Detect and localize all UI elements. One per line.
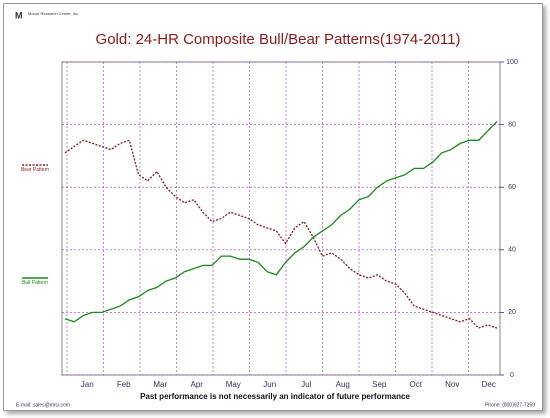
x-tick-label: Jul: [301, 380, 311, 389]
y-tick-label: 0: [510, 372, 514, 379]
x-tick-label: Sep: [372, 380, 387, 389]
series-line: [64, 139, 498, 329]
x-tick-label: Aug: [336, 380, 350, 389]
logo: Moore Research Center, Inc.: [28, 11, 79, 16]
x-tick-label: Jun: [263, 380, 276, 389]
frame: [3, 3, 543, 411]
x-tick-label: Feb: [117, 380, 131, 389]
phone: Phone: (800)927-7259: [485, 402, 535, 408]
legend-label: Bull Pattern: [22, 280, 48, 286]
x-tick-label: Dec: [482, 380, 496, 389]
plot-frame: [61, 61, 501, 376]
x-tick-label: Oct: [410, 380, 423, 389]
y-tick-label: 40: [508, 247, 516, 254]
logo-mark: M: [15, 10, 23, 20]
chart-title: Gold: 24-HR Composite Bull/Bear Patterns…: [96, 31, 461, 48]
y-tick-label: 80: [508, 121, 516, 128]
y-tick-label: 60: [508, 184, 516, 191]
legend-label: Bear Pattern: [20, 167, 50, 173]
x-tick-label: Apr: [191, 380, 204, 389]
x-tick-label: Nov: [445, 380, 459, 389]
x-tick-label: May: [226, 380, 241, 389]
x-tick-label: Jan: [81, 380, 94, 389]
series-line: [64, 121, 498, 323]
y-tick-label: 100: [506, 59, 518, 66]
email: E-mail: sales@mrci.com: [16, 402, 70, 408]
disclaimer: Past performance is not necessarily an i…: [140, 392, 410, 401]
y-tick-label: 20: [508, 309, 516, 316]
x-tick-label: Mar: [153, 380, 167, 389]
